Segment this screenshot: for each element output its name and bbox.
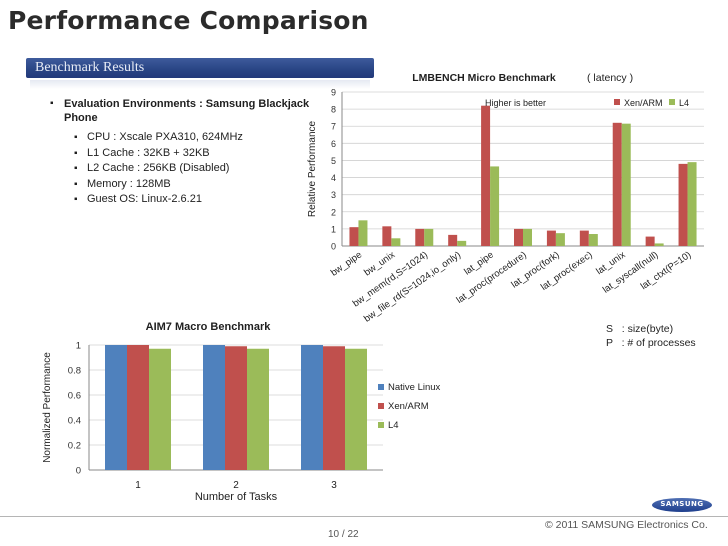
lmbench-annotation: Higher is better — [485, 98, 546, 108]
aim7-x-tick-label: 2 — [233, 480, 239, 491]
lmbench-bar-xen — [415, 228, 425, 246]
lmbench-x-tick-label: lat_proc(fork) — [509, 249, 561, 290]
page-number: 10 / 22 — [328, 529, 359, 540]
lmbench-legend-swatch — [669, 99, 675, 105]
aim7-legend-label: L4 — [388, 420, 399, 431]
lmbench-bar-xen — [579, 230, 589, 246]
lmbench-bar-xen — [382, 226, 392, 246]
samsung-logo-text: SAMSUNG — [660, 500, 704, 508]
aim7-bar-l4 — [345, 348, 367, 470]
lmbench-x-tick-label: bw_file_rd(S=1024,io_only) — [362, 249, 463, 324]
aim7-y-axis-label: Normalized Performance — [42, 352, 53, 463]
footer-divider — [0, 516, 728, 517]
lmbench-bar-xen — [678, 163, 688, 246]
lmbench-y-tick-label: 6 — [331, 139, 336, 149]
aim7-bar-l4 — [149, 348, 171, 470]
lmbench-title-suffix: ( latency ) — [587, 72, 633, 84]
lmbench-bar-l4 — [424, 228, 434, 246]
lmbench-y-tick-label: 8 — [331, 105, 336, 115]
lmbench-legend-label: L4 — [679, 98, 689, 108]
lmbench-y-tick-label: 1 — [331, 224, 336, 234]
lmbench-bar-l4 — [621, 123, 631, 246]
lmbench-y-tick-label: 5 — [331, 156, 336, 166]
aim7-y-tick-label: 0.4 — [68, 416, 81, 427]
env-item-memory: Memory : 128MB — [44, 177, 314, 193]
lmbench-x-tick-label: bw_mem(rd,S=1024) — [351, 249, 430, 309]
lmbench-y-tick-label: 9 — [331, 88, 336, 98]
lmbench-bar-l4 — [358, 220, 368, 246]
lmbench-y-tick-label: 4 — [331, 173, 336, 183]
copyright-text: © 2011 SAMSUNG Electronics Co. — [545, 519, 708, 531]
aim7-bar-native — [105, 345, 127, 470]
aim7-bar-xen — [225, 346, 247, 470]
env-item-cpu: CPU : Xscale PXA310, 624MHz — [44, 130, 314, 146]
environment-heading: Evaluation Environments : Samsung Blackj… — [44, 97, 314, 125]
aim7-y-tick-label: 0 — [76, 466, 81, 477]
aim7-legend-swatch — [378, 384, 384, 390]
lmbench-bar-l4 — [391, 238, 401, 246]
aim7-y-tick-label: 1 — [76, 341, 81, 352]
env-item-l1-cache: L1 Cache : 32KB + 32KB — [44, 146, 314, 162]
environment-list: Evaluation Environments : Samsung Blackj… — [44, 97, 314, 208]
aim7-title: AIM7 Macro Benchmark — [146, 321, 272, 333]
process-note: P : # of processes — [606, 337, 696, 349]
lmbench-x-tick-label: lat_unix — [594, 249, 627, 277]
lmbench-legend-swatch — [614, 99, 620, 105]
abbreviation-notes: S : size(byte) P : # of processes — [606, 322, 696, 350]
lmbench-bar-l4 — [588, 234, 598, 246]
size-note: S : size(byte) — [606, 323, 674, 335]
lmbench-bar-xen — [546, 230, 556, 246]
aim7-legend-label: Native Linux — [388, 382, 441, 393]
lmbench-bar-l4 — [457, 240, 467, 246]
aim7-bar-l4 — [247, 348, 269, 470]
aim7-legend-swatch — [378, 422, 384, 428]
lmbench-title: LMBENCH Micro Benchmark — [412, 72, 556, 84]
aim7-bar-native — [301, 345, 323, 470]
samsung-logo: SAMSUNG — [652, 498, 712, 512]
lmbench-x-tick-label: lat_pipe — [462, 249, 496, 277]
lmbench-bar-xen — [349, 227, 359, 246]
env-item-l2-cache: L2 Cache : 256KB (Disabled) — [44, 161, 314, 177]
env-item-guest-os: Guest OS: Linux-2.6.21 — [44, 192, 314, 208]
aim7-x-tick-label: 1 — [135, 480, 141, 491]
lmbench-bar-xen — [612, 122, 622, 246]
aim7-bar-xen — [127, 345, 149, 470]
lmbench-y-tick-label: 7 — [331, 122, 336, 132]
lmbench-bar-xen — [448, 234, 458, 246]
section-label: Benchmark Results — [35, 60, 145, 75]
lmbench-bar-l4 — [523, 228, 532, 246]
lmbench-bar-l4 — [490, 166, 500, 246]
lmbench-bar-xen — [481, 105, 491, 246]
aim7-y-tick-label: 0.8 — [68, 366, 81, 377]
aim7-bar-native — [203, 345, 225, 470]
lmbench-x-tick-label: bw_unix — [362, 249, 397, 278]
lmbench-y-tick-label: 0 — [331, 242, 336, 252]
aim7-y-tick-label: 0.6 — [68, 391, 81, 402]
lmbench-bar-xen — [514, 228, 523, 246]
lmbench-bar-l4 — [555, 233, 565, 246]
page-title: Performance Comparison — [8, 6, 369, 35]
lmbench-y-tick-label: 3 — [331, 190, 336, 200]
lmbench-y-tick-label: 2 — [331, 207, 336, 217]
aim7-legend-swatch — [378, 403, 384, 409]
lmbench-x-tick-label: lat_ctxt(P=10) — [639, 249, 694, 292]
environment-items: CPU : Xscale PXA310, 624MHz L1 Cache : 3… — [44, 130, 314, 208]
aim7-x-tick-label: 3 — [331, 480, 337, 491]
lmbench-bar-xen — [645, 236, 655, 246]
lmbench-legend-label: Xen/ARM — [624, 98, 663, 108]
lmbench-x-tick-label: lat_proc(exec) — [539, 249, 595, 293]
section-header-shadow — [30, 80, 370, 89]
lmbench-bar-l4 — [654, 243, 664, 246]
aim7-x-axis-label: Number of Tasks — [195, 491, 278, 503]
aim7-bar-xen — [323, 346, 345, 470]
lmbench-x-tick-label: bw_pipe — [329, 249, 364, 278]
section-header-bar: Benchmark Results — [26, 58, 374, 78]
aim7-legend-label: Xen/ARM — [388, 401, 429, 412]
lmbench-x-tick-label: lat_syscall(null) — [601, 249, 661, 295]
aim7-y-tick-label: 0.2 — [68, 441, 81, 452]
lmbench-x-tick-label: lat_proc(procedure) — [454, 249, 528, 306]
lmbench-bar-l4 — [687, 162, 697, 246]
